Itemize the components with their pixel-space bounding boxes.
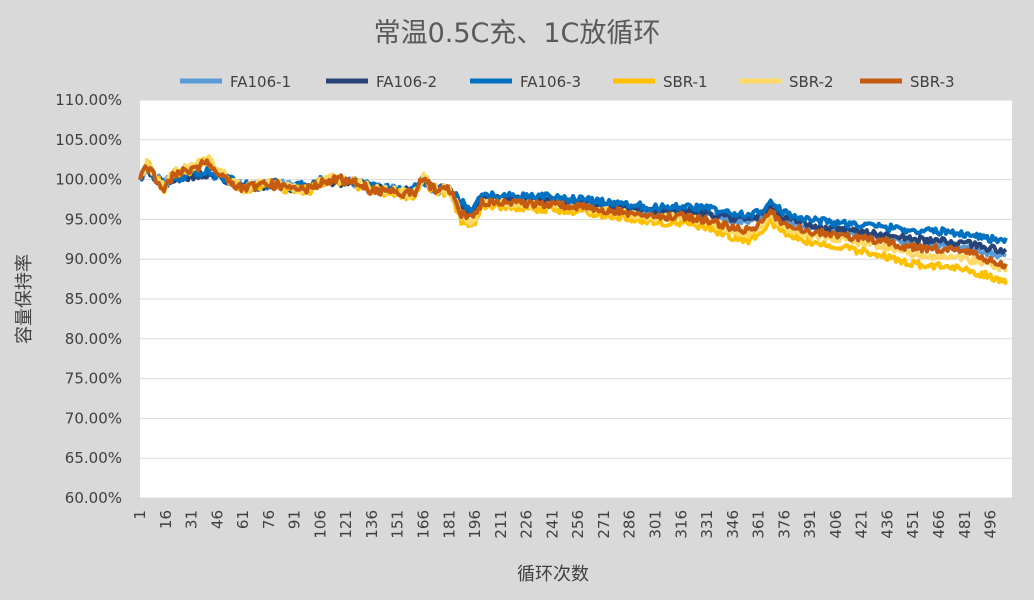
legend-label: FA106-3 xyxy=(520,73,581,91)
x-tick-label: 16 xyxy=(157,510,175,529)
y-tick-label: 85.00% xyxy=(65,290,122,308)
x-tick-label: 121 xyxy=(337,510,355,539)
x-tick-label: 76 xyxy=(260,510,278,529)
x-tick-label: 301 xyxy=(646,510,664,539)
x-tick-label: 316 xyxy=(672,510,690,539)
x-tick-label: 181 xyxy=(440,510,458,539)
series-line-sbr-3 xyxy=(138,158,1008,270)
y-tick-label: 70.00% xyxy=(65,409,122,427)
x-tick-label: 151 xyxy=(389,510,407,539)
chart-title: 常温0.5C充、1C放循环 xyxy=(374,18,661,49)
legend-label: SBR-1 xyxy=(663,73,708,91)
y-tick-label: 60.00% xyxy=(65,489,122,507)
x-tick-label: 271 xyxy=(595,510,613,539)
x-tick-labels: 1 16 31 46 61 76 91 106 121 136 151 166 181 196 211 226… xyxy=(131,510,1000,539)
x-tick-label: 346 xyxy=(724,510,742,539)
y-tick-label: 75.00% xyxy=(65,370,122,388)
x-axis-label: 循环次数 xyxy=(517,564,589,585)
x-tick-label: 61 xyxy=(234,510,252,529)
x-tick-label: 421 xyxy=(853,510,871,539)
y-tick-label: 65.00% xyxy=(65,449,122,467)
x-tick-label: 376 xyxy=(775,510,793,539)
y-tick-labels: 60.00% 65.00% 70.00% 75.00% 80.00% 85.00% 90.0… xyxy=(55,91,122,507)
y-tick-label: 105.00% xyxy=(55,131,122,149)
x-tick-label: 91 xyxy=(286,510,304,529)
x-tick-label: 166 xyxy=(415,510,433,539)
legend: FA106-1 FA106-2 FA106-3 SBR-1 SBR-2 SBR-3 xyxy=(180,73,955,91)
x-tick-label: 211 xyxy=(492,510,510,539)
series-line-sbr-1 xyxy=(138,156,1008,286)
y-tick-label: 110.00% xyxy=(55,91,122,109)
legend-label: FA106-1 xyxy=(230,73,291,91)
x-tick-label: 286 xyxy=(621,510,639,539)
x-tick-label: 31 xyxy=(183,510,201,529)
x-tick-label: 256 xyxy=(569,510,587,539)
x-tick-label: 331 xyxy=(698,510,716,539)
x-tick-label: 391 xyxy=(801,510,819,539)
y-tick-label: 90.00% xyxy=(65,250,122,268)
x-tick-label: 106 xyxy=(311,510,329,539)
y-tick-label: 100.00% xyxy=(55,171,122,189)
y-tick-label: 95.00% xyxy=(65,210,122,228)
x-tick-label: 46 xyxy=(208,510,226,529)
gridlines xyxy=(140,99,1012,499)
x-tick-label: 466 xyxy=(930,510,948,539)
x-tick-label: 436 xyxy=(878,510,896,539)
x-tick-label: 481 xyxy=(956,510,974,539)
x-tick-label: 406 xyxy=(827,510,845,539)
x-tick-label: 451 xyxy=(904,510,922,539)
x-tick-label: 136 xyxy=(363,510,381,539)
legend-label: SBR-3 xyxy=(910,73,955,91)
x-tick-label: 226 xyxy=(518,510,536,539)
series-lines xyxy=(138,154,1008,286)
legend-label: SBR-2 xyxy=(789,73,834,91)
x-tick-label: 196 xyxy=(466,510,484,539)
x-tick-label: 361 xyxy=(750,510,768,539)
x-tick-label: 1 xyxy=(131,510,149,520)
legend-label: FA106-2 xyxy=(376,73,437,91)
x-tick-label: 241 xyxy=(543,510,561,539)
x-tick-label: 496 xyxy=(982,510,1000,539)
y-axis-label: 容量保持率 xyxy=(14,254,35,344)
y-tick-label: 80.00% xyxy=(65,330,122,348)
